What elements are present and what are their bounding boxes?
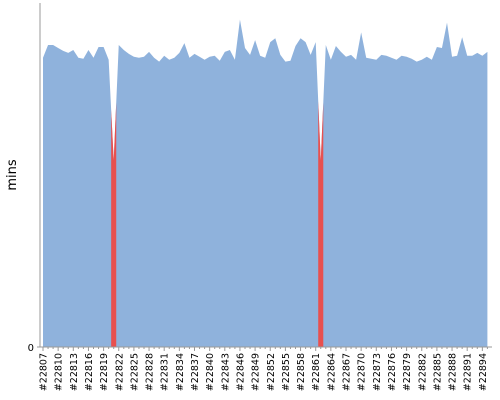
failed-build bbox=[111, 102, 117, 347]
x-tick-label: #22813 bbox=[69, 353, 80, 391]
x-tick-label: #22831 bbox=[160, 353, 171, 391]
area bbox=[43, 19, 488, 347]
y-tick-label: 0 bbox=[28, 343, 34, 354]
x-tick-label: #22822 bbox=[114, 353, 125, 391]
y-axis-label: mins bbox=[5, 159, 20, 191]
x-tick-label: #22858 bbox=[296, 353, 307, 391]
x-tick-label: #22849 bbox=[251, 353, 262, 391]
x-tick-label: #22852 bbox=[266, 353, 277, 391]
x-tick-label: #22825 bbox=[129, 353, 140, 391]
x-tick-label: #22840 bbox=[205, 353, 216, 391]
x-tick-label: #22816 bbox=[84, 353, 95, 391]
x-tick-label: #22843 bbox=[220, 353, 231, 391]
x-tick-label: #22828 bbox=[145, 353, 156, 391]
x-tick-label: #22888 bbox=[448, 353, 459, 391]
x-tick-label: #22861 bbox=[311, 353, 322, 391]
x-tick-label: #22870 bbox=[357, 353, 368, 391]
x-tick-label: #22834 bbox=[175, 353, 186, 391]
failed-build bbox=[318, 101, 324, 348]
x-tick-label: #22894 bbox=[478, 353, 489, 391]
x-tick-label: #22879 bbox=[402, 353, 413, 391]
x-tick-label: #22846 bbox=[235, 353, 246, 391]
x-tick-label: #22807 bbox=[39, 353, 50, 391]
x-tick-label: #22864 bbox=[326, 353, 337, 391]
x-tick-label: #22876 bbox=[387, 353, 398, 391]
x-tick-label: #22891 bbox=[463, 353, 474, 391]
x-tick-label: #22837 bbox=[190, 353, 201, 391]
x-tick-label: #22867 bbox=[342, 353, 353, 391]
x-tick-label: #22810 bbox=[54, 353, 65, 391]
x-tick-label: #22855 bbox=[281, 353, 292, 391]
x-tick-label: #22819 bbox=[99, 353, 110, 391]
x-tick-label: #22882 bbox=[417, 353, 428, 391]
x-tick-label: #22873 bbox=[372, 353, 383, 391]
x-tick-label: #22885 bbox=[432, 353, 443, 391]
